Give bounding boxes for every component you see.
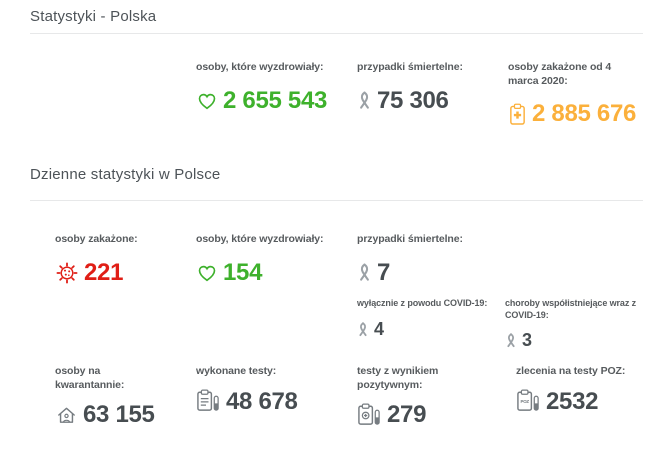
- stat-value: 221: [84, 258, 124, 286]
- virus-icon: [55, 261, 79, 285]
- clipboard-list-icon: [196, 389, 221, 414]
- heart-icon: [196, 90, 218, 112]
- stat-value: 279: [387, 401, 427, 429]
- stat-value: 4: [374, 318, 384, 339]
- stat-label: przypadki śmiertelne:: [357, 61, 463, 73]
- stat-daily-infected: osoby zakażone: 221: [55, 233, 185, 287]
- clipboard-poz-icon: POZ: [516, 389, 541, 414]
- stat-label: osoby, które wyzdrowiały:: [196, 233, 324, 245]
- ribbon-icon: [505, 332, 517, 349]
- stat-value: 2 885 676: [532, 100, 637, 128]
- stat-value: 3: [522, 330, 532, 351]
- stat-infected-since-march: osoby zakażone od 4 marca 2020: 2 885 67…: [508, 61, 644, 128]
- stat-label: testy z wynikiem pozytywnym:: [357, 365, 439, 391]
- stat-label: osoby zakażone:: [55, 233, 138, 245]
- stat-deaths-comorbidities: choroby współistniejące wraz z COVID-19:…: [505, 298, 645, 351]
- stat-label: osoby, które wyzdrowiały:: [196, 61, 324, 73]
- stat-label: wykonane testy:: [196, 365, 277, 377]
- house-person-icon: [55, 404, 78, 427]
- heart-icon: [196, 262, 218, 284]
- stat-label: zlecenia na testy POZ:: [516, 365, 626, 377]
- stat-value: 48 678: [226, 387, 298, 415]
- stat-value: 2532: [546, 387, 599, 415]
- stat-poz-test-orders: zlecenia na testy POZ: POZ 2532: [516, 365, 646, 416]
- stat-label: przypadki śmiertelne:: [357, 233, 463, 245]
- stat-label: wyłącznie z powodu COVID-19:: [357, 298, 488, 308]
- section-title-poland-stats: Statystyki - Polska: [30, 8, 157, 25]
- stat-value: 75 306: [377, 86, 449, 114]
- stat-label: choroby współistniejące wraz z COVID-19:: [505, 298, 637, 320]
- stat-quarantine: osoby na kwarantannie: 63 155: [55, 365, 155, 429]
- svg-text:POZ: POZ: [521, 399, 530, 404]
- ribbon-icon: [357, 321, 369, 338]
- stat-tests-positive: testy z wynikiem pozytywnym: 279: [357, 365, 469, 429]
- clipboard-positive-icon: [357, 403, 382, 428]
- stat-tests-performed: wykonane testy: 48 678: [196, 365, 346, 416]
- divider: [30, 33, 643, 34]
- stat-value: 2 655 543: [223, 86, 328, 114]
- stat-value: 154: [223, 258, 263, 286]
- divider: [30, 200, 643, 201]
- ribbon-icon: [357, 262, 372, 283]
- stat-daily-recovered: osoby, które wyzdrowiały: 154: [196, 233, 354, 287]
- stat-deaths-covid-only: wyłącznie z powodu COVID-19: 4: [357, 298, 502, 340]
- ribbon-icon: [357, 90, 372, 111]
- stat-value: 63 155: [83, 401, 155, 429]
- stat-value: 7: [377, 258, 391, 286]
- stat-recovered-total: osoby, które wyzdrowiały: 2 655 543: [196, 61, 354, 115]
- stat-label: osoby na kwarantannie:: [55, 365, 125, 391]
- stat-deaths-total: przypadki śmiertelne: 75 306: [357, 61, 507, 115]
- stat-daily-deaths: przypadki śmiertelne: 7: [357, 233, 507, 287]
- clipboard-plus-icon: [508, 103, 527, 126]
- section-title-daily-stats: Dzienne statystyki w Polsce: [30, 166, 221, 183]
- stat-label: osoby zakażone od 4 marca 2020:: [508, 61, 612, 87]
